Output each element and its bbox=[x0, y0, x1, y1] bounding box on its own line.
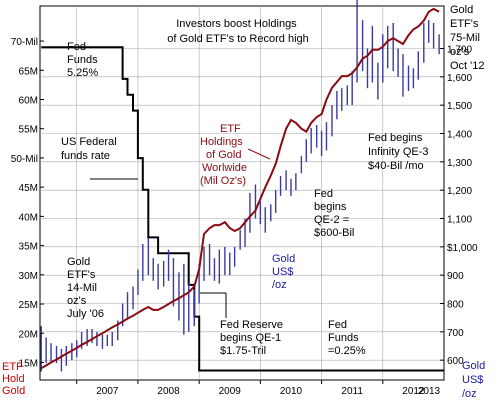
annotation-us-federal-funds-rate: US Federal funds rate bbox=[61, 136, 120, 162]
right-tick-label: 900 bbox=[447, 271, 464, 282]
fed-funds-rate-line bbox=[41, 46, 444, 372]
annotation-qe2: Fed begins QE-2 = $600-Bil bbox=[314, 188, 354, 239]
right-axis: 600 700 800 900 $1,000 1,100 1,200 1,300 1,400 1,… bbox=[440, 45, 478, 367]
left-tick-label: 65M bbox=[19, 66, 38, 77]
right-tick-label: 1,100 bbox=[447, 215, 472, 226]
x-tick-label: 2007 bbox=[96, 386, 119, 397]
x-tick-label: 2011 bbox=[341, 386, 363, 397]
left-tick-label: 50-Mil bbox=[11, 154, 38, 165]
annotation-fed-funds-0-25: Fed Funds =0.25% bbox=[328, 319, 366, 357]
chart-title: Investors boost Holdings of Gold ETF's t… bbox=[167, 18, 309, 45]
annotation-qe3: Fed begins Infinity QE-3 $40-Bil /mo bbox=[368, 132, 432, 172]
gridlines bbox=[40, 6, 444, 380]
etf-holdings-layer bbox=[40, 7, 440, 370]
left-axis-label: ETF Hold Gold bbox=[2, 361, 28, 397]
right-tick-label: 1,400 bbox=[447, 130, 472, 141]
right-tick-label: 1,500 bbox=[447, 101, 472, 112]
plot-area bbox=[39, 5, 445, 381]
right-tick-label: 1,600 bbox=[447, 73, 472, 84]
x-tick-label: 2013 bbox=[418, 386, 441, 397]
left-tick-label: 30M bbox=[19, 271, 38, 282]
left-tick-label: 35M bbox=[19, 242, 38, 253]
gold-price-layer bbox=[40, 0, 440, 372]
left-tick-label: 25M bbox=[19, 300, 38, 311]
annotation-etf-holdings: ETF Holdings of Gold Worlwide (Mil Oz's) bbox=[200, 123, 250, 187]
left-tick-label: 45M bbox=[19, 183, 38, 194]
right-tick-label: 1,200 bbox=[447, 186, 472, 197]
right-axis-label: Gold US$ /oz bbox=[462, 360, 488, 400]
right-tick-label: $1,000 bbox=[447, 243, 478, 254]
left-tick-label: 20M bbox=[19, 329, 38, 340]
left-axis: 15M 20M 25M 30M 35M 40M 45M 50-Mil 55M 60M 65M 70-M… bbox=[11, 37, 44, 369]
left-tick-label: 60M bbox=[19, 96, 38, 107]
annotation-fed-funds-5-25: Fed Funds 5.25% bbox=[67, 41, 101, 79]
left-tick-label: 15M bbox=[19, 358, 38, 369]
left-tick-label: 40M bbox=[19, 212, 38, 223]
left-tick-label: 55M bbox=[19, 125, 38, 136]
right-tick-label: 1,300 bbox=[447, 158, 472, 169]
annotation-qe1: Fed Reserve begins QE-1 $1.75-Tril bbox=[220, 319, 286, 357]
left-tick-label: 70-Mil bbox=[11, 37, 38, 48]
right-tick-label: 700 bbox=[447, 328, 464, 339]
x-tick-label: 2008 bbox=[157, 386, 180, 397]
annotation-gold-usd: Gold US$ /oz bbox=[272, 253, 298, 291]
x-tick-label: 2012 bbox=[402, 386, 425, 397]
right-tick-label: 600 bbox=[447, 356, 464, 367]
annotation-gold-etf-14mil: Gold ETF's 14-Mil oz's July '06 bbox=[67, 256, 104, 320]
annotation-gold-etf-75mil: Gold ETF's 75-Mil oz's Oct '12 bbox=[450, 4, 485, 72]
right-tick-label: 800 bbox=[447, 300, 464, 311]
right-tick-label: 1,700 bbox=[447, 45, 472, 56]
fed-funds-layer bbox=[41, 46, 444, 372]
annotation-leader-etf bbox=[247, 148, 271, 160]
x-tick-label: 2010 bbox=[280, 386, 303, 397]
x-tick-label: 2009 bbox=[219, 386, 242, 397]
etf-holdings-line bbox=[40, 7, 440, 370]
